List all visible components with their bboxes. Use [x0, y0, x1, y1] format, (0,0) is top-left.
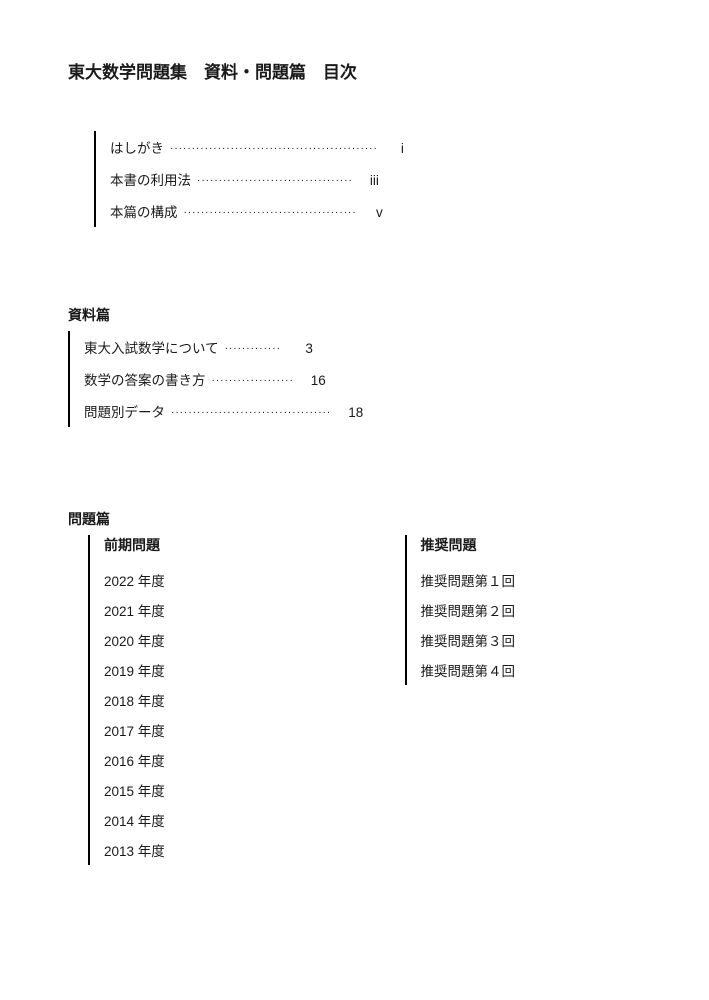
- toc-dots: ····································: [197, 175, 353, 186]
- recommended-list: 推奨問題第１回推奨問題第２回推奨問題第３回推奨問題第４回: [421, 565, 642, 685]
- toc-line: 東大入試数学について ············· 3: [84, 331, 641, 363]
- toc-page: v: [363, 205, 383, 220]
- year-item: 2019 年度: [104, 655, 355, 685]
- toc-line: 数学の答案の書き方 ··················· 16: [84, 363, 641, 395]
- problems-right-column: 推奨問題 推奨問題第１回推奨問題第２回推奨問題第３回推奨問題第４回: [355, 535, 642, 865]
- problems-heading: 問題篇: [68, 509, 641, 529]
- toc-label: 問題別データ: [84, 401, 165, 421]
- toc-line: 本篇の構成 ···································…: [110, 195, 641, 227]
- materials-heading: 資料篇: [68, 305, 641, 325]
- recommended-item: 推奨問題第４回: [421, 655, 642, 685]
- toc-page: i: [384, 141, 404, 156]
- year-item: 2016 年度: [104, 745, 355, 775]
- year-item: 2020 年度: [104, 625, 355, 655]
- toc-label: はしがき: [110, 137, 164, 157]
- left-subheading: 前期問題: [104, 535, 355, 555]
- toc-line: 問題別データ ··································…: [84, 395, 641, 427]
- toc-dots: ········································…: [170, 143, 378, 154]
- toc-dots: ···················: [212, 375, 294, 386]
- years-list: 2022 年度2021 年度2020 年度2019 年度2018 年度2017 …: [104, 565, 355, 865]
- year-item: 2022 年度: [104, 565, 355, 595]
- right-subheading: 推奨問題: [421, 535, 642, 555]
- recommended-item: 推奨問題第３回: [421, 625, 642, 655]
- toc-label: 東大入試数学について: [84, 337, 219, 357]
- recommended-item: 推奨問題第２回: [421, 595, 642, 625]
- toc-page: 16: [300, 373, 326, 388]
- toc-label: 本篇の構成: [110, 201, 178, 221]
- toc-label: 数学の答案の書き方: [84, 369, 206, 389]
- toc-dots: ·····································: [171, 407, 331, 418]
- left-col-block: 前期問題 2022 年度2021 年度2020 年度2019 年度2018 年度…: [88, 535, 355, 865]
- materials-section: 資料篇 東大入試数学について ············· 3 数学の答案の書き方 ···…: [68, 305, 641, 427]
- toc-page: 3: [287, 341, 313, 356]
- toc-page: iii: [359, 173, 379, 188]
- toc-dots: ·············: [225, 343, 281, 354]
- toc-line: 本書の利用法 ··································…: [110, 163, 641, 195]
- year-item: 2021 年度: [104, 595, 355, 625]
- year-item: 2018 年度: [104, 685, 355, 715]
- materials-list: 東大入試数学について ············· 3 数学の答案の書き方 ·······…: [68, 331, 641, 427]
- front-matter-block: はしがき ····································…: [94, 131, 641, 227]
- problems-left-column: 前期問題 2022 年度2021 年度2020 年度2019 年度2018 年度…: [68, 535, 355, 865]
- year-item: 2014 年度: [104, 805, 355, 835]
- recommended-item: 推奨問題第１回: [421, 565, 642, 595]
- year-item: 2017 年度: [104, 715, 355, 745]
- right-col-block: 推奨問題 推奨問題第１回推奨問題第２回推奨問題第３回推奨問題第４回: [405, 535, 642, 685]
- toc-label: 本書の利用法: [110, 169, 191, 189]
- toc-line: はしがき ····································…: [110, 131, 641, 163]
- toc-page: 18: [337, 405, 363, 420]
- year-item: 2015 年度: [104, 775, 355, 805]
- year-item: 2013 年度: [104, 835, 355, 865]
- page-title: 東大数学問題集 資料・問題篇 目次: [68, 58, 641, 83]
- problems-section: 問題篇 前期問題 2022 年度2021 年度2020 年度2019 年度201…: [68, 509, 641, 865]
- toc-dots: ········································: [184, 207, 357, 218]
